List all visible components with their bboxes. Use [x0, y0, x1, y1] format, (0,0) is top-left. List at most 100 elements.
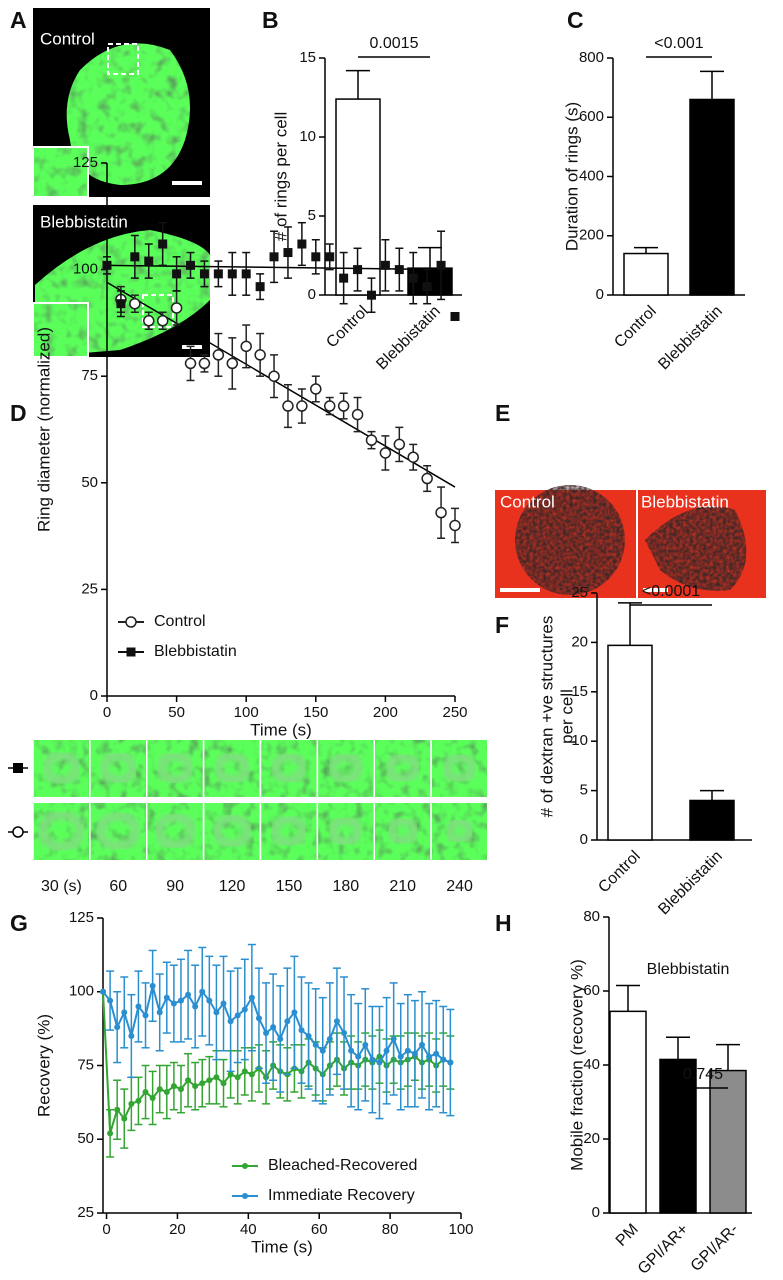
x-tick-label: Blebbistatin — [655, 303, 726, 374]
x-tick-label: Blebbistatin — [655, 848, 726, 919]
image-label: Blebbistatin — [641, 492, 729, 511]
frame-texture — [317, 803, 374, 860]
y-tick-label: 75 — [77, 1056, 94, 1073]
time-label: 90 — [166, 878, 184, 895]
point — [142, 1012, 149, 1019]
y-tick-label: 400 — [579, 167, 604, 184]
x-tick-label: 100 — [448, 1221, 473, 1238]
point — [325, 252, 335, 262]
bar — [659, 1058, 697, 1214]
cell — [645, 506, 747, 591]
x-tick-label: PM — [613, 1221, 642, 1250]
y-tick-label: 100 — [73, 261, 98, 278]
point — [199, 1080, 206, 1087]
legend-label: Control — [154, 613, 206, 630]
point — [450, 312, 460, 322]
y-tick-label: 5 — [308, 207, 316, 224]
point — [426, 1053, 433, 1060]
legend-marker — [125, 616, 137, 628]
x-tick-label: 50 — [168, 704, 185, 721]
point — [128, 1033, 135, 1039]
p-value: 0.745 — [683, 1066, 723, 1083]
y-tick-label: 100 — [69, 983, 94, 1000]
ring — [386, 816, 419, 846]
x-tick-label: 0 — [102, 1221, 110, 1238]
point — [149, 1094, 156, 1101]
point — [449, 519, 461, 532]
point — [144, 256, 154, 266]
point — [435, 506, 447, 519]
marker — [12, 826, 24, 838]
point — [383, 1047, 390, 1054]
y-tick-label: 0 — [580, 831, 588, 848]
x-tick-label: Blebbistatin — [373, 303, 444, 374]
point — [241, 269, 251, 279]
point — [213, 1009, 220, 1016]
point — [163, 994, 170, 1001]
point — [135, 1003, 142, 1010]
ring — [327, 752, 364, 784]
bar — [689, 98, 735, 296]
y-tick-label: 800 — [579, 49, 604, 66]
point — [227, 269, 237, 279]
point — [158, 239, 168, 249]
p-value: <0.001 — [654, 35, 703, 52]
ring — [37, 810, 85, 852]
x-tick-label: 40 — [240, 1221, 257, 1238]
y-axis-label: Recovery (%) — [34, 1014, 53, 1117]
legend-marker — [126, 647, 136, 657]
y-tick-label: 0 — [592, 1204, 600, 1221]
frame-texture — [374, 803, 431, 860]
panel-label: D — [10, 400, 27, 426]
point — [142, 1089, 149, 1096]
panel-label: H — [495, 910, 512, 936]
bar — [609, 1010, 647, 1214]
point — [170, 1083, 177, 1090]
point — [407, 451, 419, 463]
y-tick-label: 75 — [81, 367, 98, 384]
point — [213, 269, 223, 279]
point — [206, 997, 213, 1004]
legend-label: Immediate Recovery — [268, 1187, 415, 1204]
point — [170, 302, 183, 314]
panel-label: G — [10, 910, 28, 936]
point — [282, 400, 294, 412]
point — [156, 1086, 163, 1093]
x-tick-label: 100 — [234, 704, 259, 721]
bar — [709, 1069, 747, 1214]
point — [348, 1047, 355, 1054]
point — [341, 1030, 348, 1037]
time-label: 60 — [109, 878, 127, 895]
panel-label: F — [495, 612, 509, 638]
point — [220, 1000, 227, 1007]
point — [380, 260, 390, 270]
point — [241, 1006, 248, 1013]
inset — [33, 303, 88, 357]
point — [185, 1077, 192, 1084]
image-label: Control — [500, 492, 555, 511]
y-tick-label: 0 — [596, 286, 604, 303]
legend-label: Bleached-Recovered — [268, 1157, 417, 1174]
point — [319, 1047, 326, 1054]
point — [312, 1041, 319, 1048]
series-line — [102, 985, 451, 1064]
point — [177, 997, 184, 1004]
x-tick-label: GPI/AR+ — [635, 1221, 692, 1278]
point — [283, 248, 293, 258]
x-tick-label: 80 — [382, 1221, 399, 1238]
point — [353, 265, 363, 275]
point — [297, 239, 307, 249]
point — [447, 1059, 454, 1066]
x-tick-label: Control — [323, 303, 372, 352]
y-axis-label: # of dextran +ve structures — [537, 616, 556, 818]
x-tick-label: 200 — [373, 704, 398, 721]
panel-label: A — [10, 7, 27, 33]
time-label: 180 — [332, 878, 359, 895]
point — [411, 1050, 418, 1057]
y-axis-label: Duration of rings (s) — [562, 102, 581, 251]
point — [156, 1009, 163, 1016]
point — [263, 1030, 270, 1037]
panel-label: B — [262, 7, 279, 33]
